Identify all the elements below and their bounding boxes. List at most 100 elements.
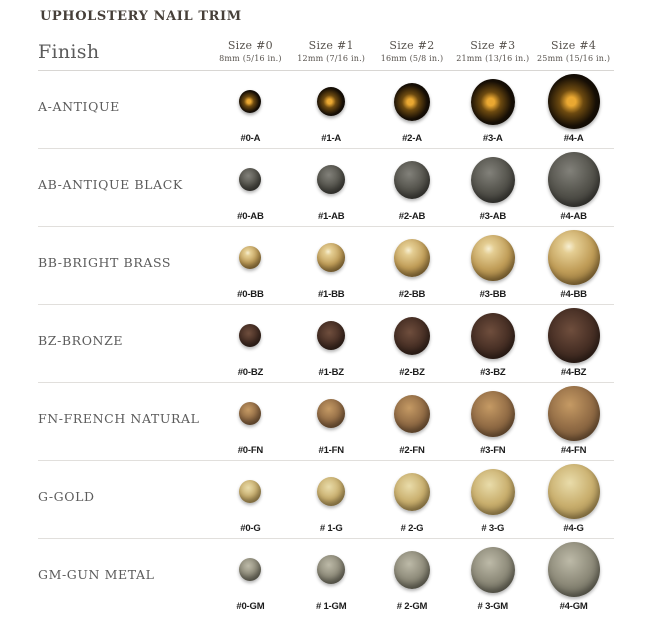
nail-item-code: #1-BB <box>317 288 345 300</box>
nail-head-image <box>393 82 430 121</box>
size-dimensions: 21mm (13/16 in.) <box>456 54 530 63</box>
finish-name: FN-FRENCH NATURAL <box>38 411 200 426</box>
nail-head-image <box>317 477 346 506</box>
size-column-header: Size #1 12mm (7/16 in.) <box>291 39 372 63</box>
nail-cell: #0-FN <box>210 387 291 457</box>
size-label: Size #2 <box>389 39 435 52</box>
nail-cell: #3-FN <box>452 387 533 457</box>
nail-head-image <box>317 87 346 116</box>
nail-head-image <box>393 160 430 199</box>
nail-size-table: Finish Size #0 8mm (5/16 in.) Size #1 12… <box>38 39 614 616</box>
nail-cell: # 3-G <box>452 465 533 535</box>
size-dimensions: 12mm (7/16 in.) <box>297 54 366 63</box>
nail-item-code: #1-A <box>321 132 342 144</box>
nail-item-code: #2-A <box>402 132 422 144</box>
nail-image-wrap <box>239 75 262 129</box>
nail-image-wrap <box>470 387 515 441</box>
nail-cell: # 2-GM <box>372 543 453 613</box>
size-label: Size #0 <box>227 39 273 52</box>
finish-name: BZ-BRONZE <box>38 333 124 348</box>
finish-row: A-ANTIQUE #0-A #1-A #2-A #3-A #4-A <box>38 71 614 149</box>
nail-head-image <box>470 390 515 437</box>
nail-image-wrap <box>547 230 600 285</box>
nail-image-wrap <box>317 153 346 207</box>
nail-item-code: #2-AB <box>398 210 426 222</box>
nail-item-code: #1-AB <box>317 210 345 222</box>
nail-head-image <box>317 321 346 350</box>
nail-cell: #2-FN <box>372 387 453 457</box>
nail-image-wrap <box>393 387 430 441</box>
nail-cell: #2-A <box>372 75 453 145</box>
nail-head-image <box>470 312 515 359</box>
nail-item-code: #3-A <box>482 132 503 144</box>
finish-name: GM-GUN METAL <box>38 567 155 582</box>
nail-head-image <box>239 246 262 269</box>
nail-item-code: #0-A <box>240 132 261 144</box>
nail-item-code: # 2-GM <box>396 600 428 612</box>
nail-item-code: # 3-GM <box>477 600 509 612</box>
finish-name: G-GOLD <box>38 489 95 504</box>
nail-image-wrap <box>393 231 430 285</box>
nail-cell: #0-GM <box>210 543 291 613</box>
nail-item-code: #3-FN <box>480 444 506 456</box>
nail-item-code: #0-G <box>240 522 261 534</box>
nail-cell: #3-AB <box>452 153 533 223</box>
nail-image-wrap <box>239 309 262 363</box>
finish-column-header: Finish <box>38 41 100 63</box>
nail-item-code: #4-BZ <box>560 366 587 378</box>
size-dimensions: 25mm (15/16 in.) <box>536 54 611 63</box>
nail-item-code: #0-GM <box>236 600 265 612</box>
nail-cell: #3-BZ <box>452 309 533 379</box>
nail-item-code: #2-FN <box>399 444 425 456</box>
nail-head-image <box>239 558 262 581</box>
nail-item-code: #0-BZ <box>237 366 264 378</box>
nail-item-code: #4-FN <box>560 444 587 456</box>
nail-cell: #3-A <box>452 75 533 145</box>
nail-head-image <box>470 156 515 203</box>
nail-image-wrap <box>547 74 600 129</box>
nail-item-code: #0-BB <box>237 288 264 300</box>
nail-item-code: # 1-GM <box>315 600 347 612</box>
nail-head-image <box>239 90 262 113</box>
nail-head-image <box>317 165 346 194</box>
nail-image-wrap <box>239 153 262 207</box>
nail-head-image <box>317 243 346 272</box>
nail-image-wrap <box>393 543 430 597</box>
nail-cell: # 1-GM <box>291 543 372 613</box>
nail-image-wrap <box>470 543 515 597</box>
nail-head-image <box>547 152 600 207</box>
size-column-header: Size #4 25mm (15/16 in.) <box>533 39 614 63</box>
table-header-row: Finish Size #0 8mm (5/16 in.) Size #1 12… <box>38 39 614 71</box>
nail-head-image <box>239 324 262 347</box>
nail-cell: # 1-G <box>291 465 372 535</box>
nail-image-wrap <box>547 464 600 519</box>
nail-image-wrap <box>547 386 600 441</box>
nail-head-image <box>547 464 600 519</box>
size-label: Size #3 <box>470 39 516 52</box>
size-column-header: Size #2 16mm (5/8 in.) <box>372 39 453 63</box>
size-label: Size #4 <box>551 39 597 52</box>
nail-item-code: #3-AB <box>479 210 507 222</box>
finish-row: BZ-BRONZE #0-BZ #1-BZ #2-BZ #3-BZ #4-BZ <box>38 305 614 383</box>
nail-head-image <box>470 234 515 281</box>
nail-cell: #3-BB <box>452 231 533 301</box>
nail-cell: #1-A <box>291 75 372 145</box>
nail-cell: #1-FN <box>291 387 372 457</box>
finish-row: FN-FRENCH NATURAL #0-FN #1-FN #2-FN #3-F… <box>38 383 614 461</box>
nail-cell: #0-A <box>210 75 291 145</box>
nail-image-wrap <box>317 231 346 285</box>
nail-image-wrap <box>317 75 346 129</box>
nail-cell: #0-G <box>210 465 291 535</box>
nail-cell: #1-AB <box>291 153 372 223</box>
nail-cell: #1-BB <box>291 231 372 301</box>
nail-image-wrap <box>317 309 346 363</box>
finish-row: AB-ANTIQUE BLACK #0-AB #1-AB #2-AB #3-AB… <box>38 149 614 227</box>
nail-item-code: #0-AB <box>237 210 264 222</box>
nail-item-code: #4-G <box>563 522 584 534</box>
nail-cell: #2-BB <box>372 231 453 301</box>
nail-head-image <box>393 394 430 433</box>
nail-image-wrap <box>547 152 600 207</box>
nail-item-code: #4-A <box>563 132 584 144</box>
nail-head-image <box>393 316 430 355</box>
